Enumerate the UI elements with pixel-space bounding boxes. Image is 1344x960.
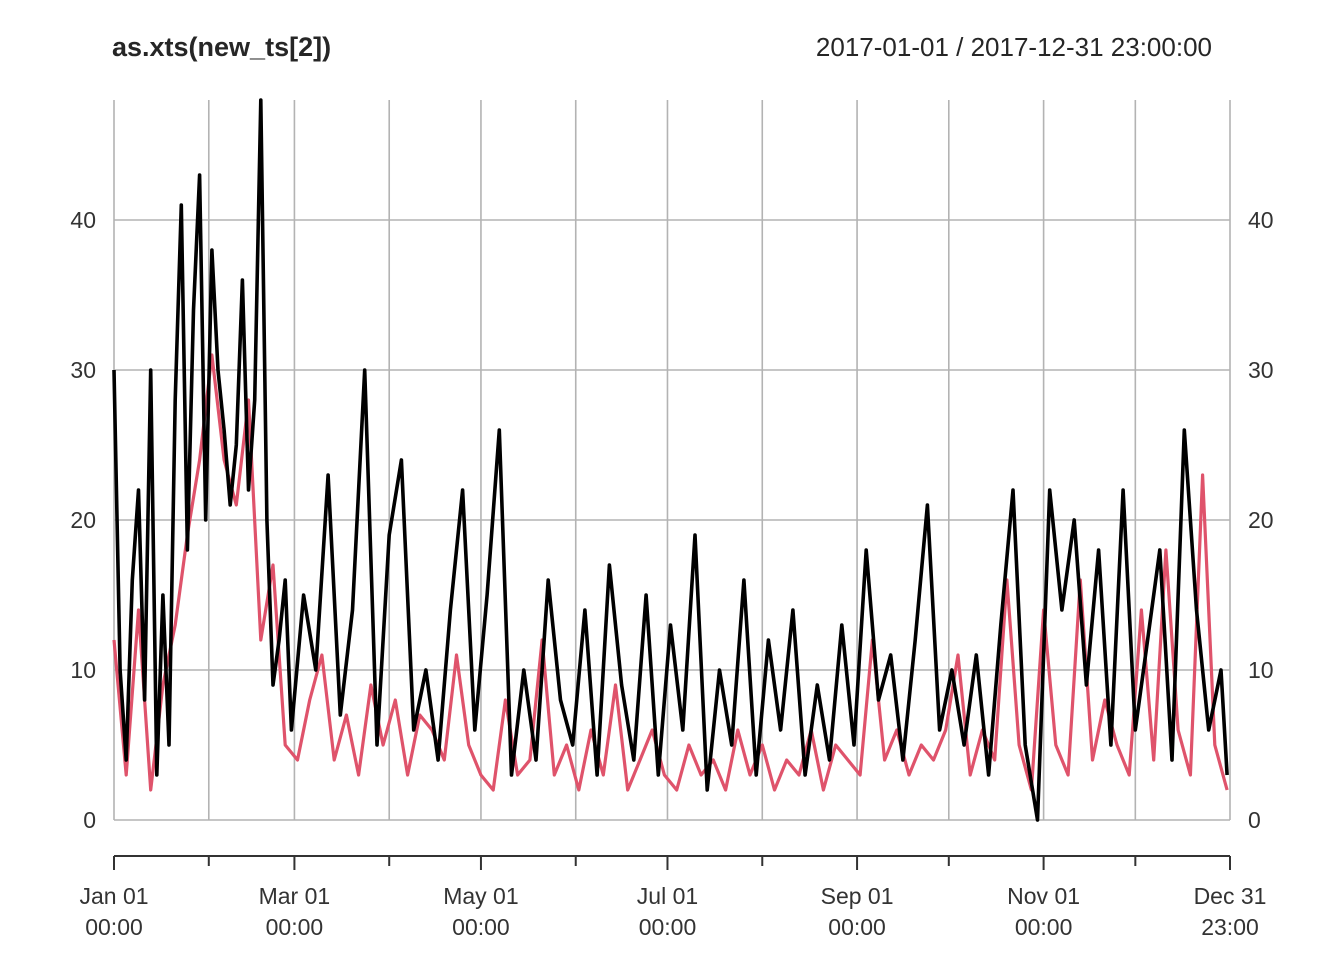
y-tick-label: 10 — [70, 657, 96, 683]
x-tick-label: Nov 01 — [1007, 883, 1080, 909]
x-tick-label-time: 00:00 — [452, 914, 510, 940]
x-tick-label: Mar 01 — [259, 883, 331, 909]
series-line-1 — [112, 353, 1229, 792]
y-axis-right: 0 10 20 30 40 — [1248, 207, 1274, 833]
x-tick-label-time: 23:00 — [1201, 914, 1259, 940]
x-tick-label-time: 00:00 — [85, 914, 143, 940]
x-tick-label: May 01 — [443, 883, 518, 909]
x-tick-label-time: 00:00 — [639, 914, 697, 940]
x-tick-label: Dec 31 — [1194, 883, 1267, 909]
x-tick-label: Jul 01 — [637, 883, 698, 909]
y-tick-label-right: 20 — [1248, 507, 1274, 533]
x-tick-label-time: 00:00 — [266, 914, 324, 940]
y-axis-left: 0 10 20 30 40 — [70, 207, 96, 833]
y-tick-label-right: 40 — [1248, 207, 1274, 233]
chart-title: as.xts(new_ts[2]) — [112, 32, 331, 62]
x-tick-label: Sep 01 — [821, 883, 894, 909]
y-tick-label: 40 — [70, 207, 96, 233]
y-tick-label: 30 — [70, 357, 96, 383]
x-tick-label-time: 00:00 — [828, 914, 886, 940]
y-tick-label-right: 0 — [1248, 807, 1261, 833]
x-tick-label-time: 00:00 — [1015, 914, 1073, 940]
y-tick-label: 20 — [70, 507, 96, 533]
y-tick-label-right: 10 — [1248, 657, 1274, 683]
date-range-label: 2017-01-01 / 2017-12-31 23:00:00 — [816, 32, 1212, 62]
x-axis: Jan 01 00:00 Mar 01 00:00 May 01 00:00 Jul 01 0… — [79, 855, 1267, 940]
y-tick-label-right: 30 — [1248, 357, 1274, 383]
series-lines — [112, 98, 1229, 822]
x-tick-label: Jan 01 — [79, 883, 148, 909]
y-tick-label: 0 — [83, 807, 96, 833]
series-line-2 — [112, 98, 1229, 822]
